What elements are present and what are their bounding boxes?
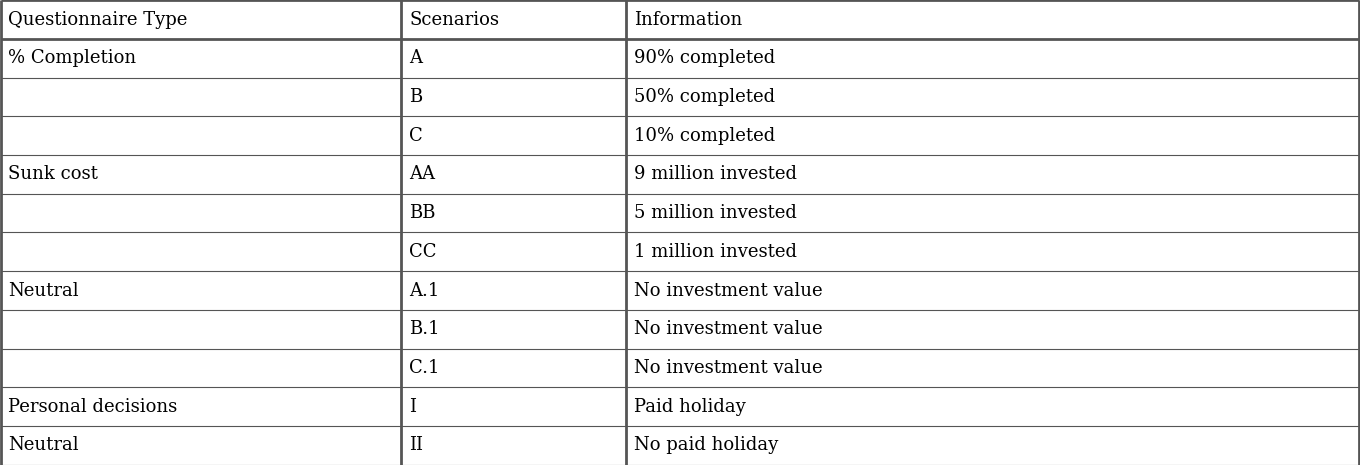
Text: 9 million invested: 9 million invested [634,166,797,184]
Text: 50% completed: 50% completed [634,88,775,106]
Text: Paid holiday: Paid holiday [634,398,745,416]
Text: No investment value: No investment value [634,359,823,377]
Text: II: II [409,436,423,454]
Text: Sunk cost: Sunk cost [8,166,98,184]
Text: No investment value: No investment value [634,281,823,299]
Text: C.1: C.1 [409,359,439,377]
Text: Information: Information [634,11,743,29]
Text: Neutral: Neutral [8,281,79,299]
Text: No paid holiday: No paid holiday [634,436,778,454]
Text: 90% completed: 90% completed [634,49,775,67]
Text: CC: CC [409,243,437,261]
Text: C: C [409,127,423,145]
Text: B.1: B.1 [409,320,441,338]
Text: A.1: A.1 [409,281,439,299]
Text: I: I [409,398,416,416]
Text: 1 million invested: 1 million invested [634,243,797,261]
Text: Personal decisions: Personal decisions [8,398,177,416]
Text: 5 million invested: 5 million invested [634,204,797,222]
Text: Questionnaire Type: Questionnaire Type [8,11,188,29]
Text: AA: AA [409,166,435,184]
Text: Neutral: Neutral [8,436,79,454]
Text: 10% completed: 10% completed [634,127,775,145]
Text: BB: BB [409,204,435,222]
Text: % Completion: % Completion [8,49,136,67]
Text: No investment value: No investment value [634,320,823,338]
Text: A: A [409,49,423,67]
Text: Scenarios: Scenarios [409,11,499,29]
Text: B: B [409,88,423,106]
